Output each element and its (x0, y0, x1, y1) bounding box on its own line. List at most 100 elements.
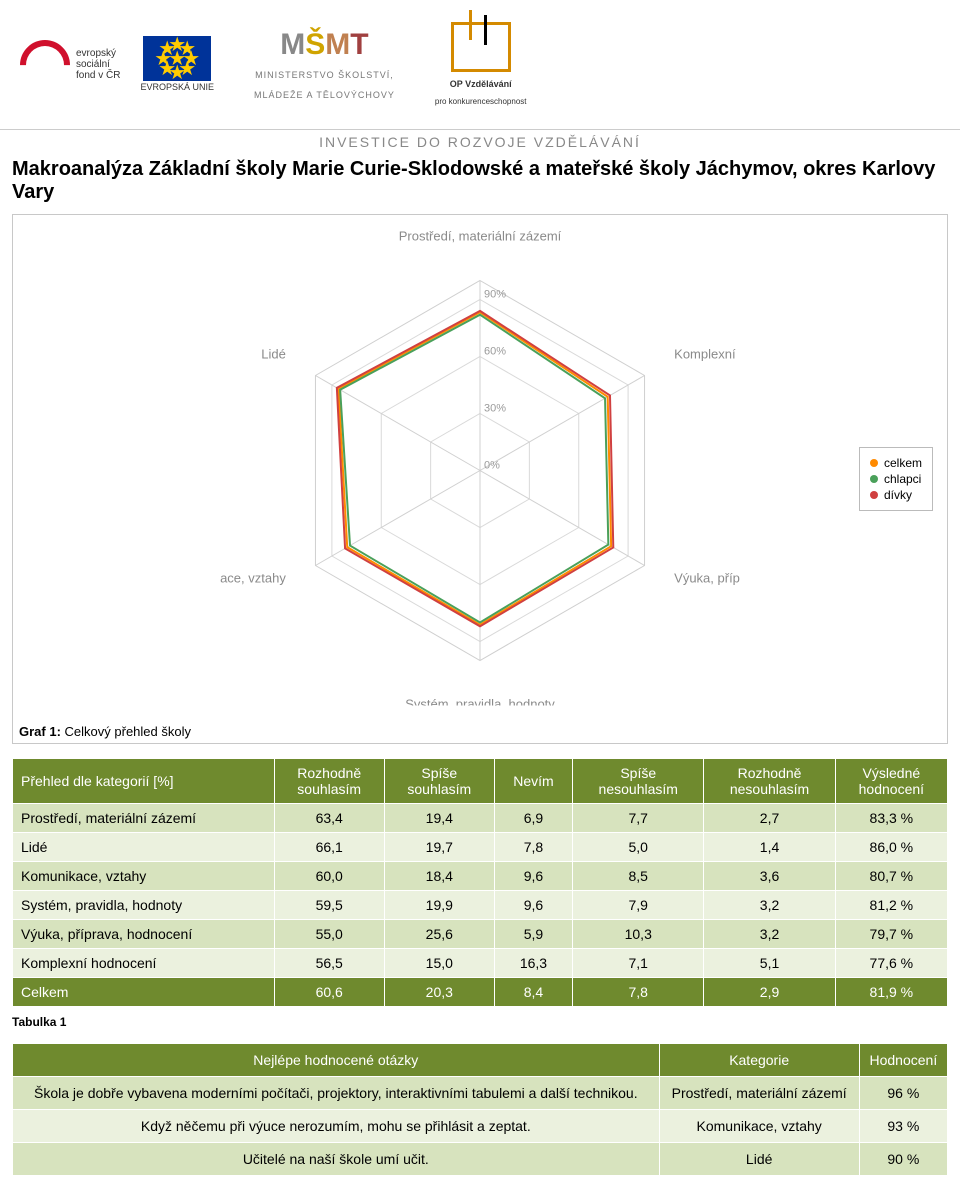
legend-label: dívky (884, 488, 912, 502)
table-total-row: Celkem60,620,38,47,82,981,9 % (13, 978, 948, 1007)
table-cell: 2,7 (704, 804, 835, 833)
opvk-line1: OP Vzdělávání (450, 80, 512, 90)
opvk-logo: OP Vzdělávání pro konkurenceschopnost (435, 22, 527, 107)
table-cell: 80,7 % (835, 862, 947, 891)
msmt-line2: MLÁDEŽE A TĚLOVÝCHOVY (254, 90, 395, 102)
table-cell: 19,4 (384, 804, 494, 833)
table-cell: 9,6 (494, 862, 572, 891)
table-cell: 19,7 (384, 833, 494, 862)
table-cell: 7,1 (573, 949, 704, 978)
header-logos: evropský sociální fond v ČR EVROPSKÁ UNI… (0, 0, 960, 130)
table-cell: 63,4 (274, 804, 384, 833)
table-cell: 83,3 % (835, 804, 947, 833)
table-cell: 3,2 (704, 891, 835, 920)
axis-label: Komplexní hodnocení (674, 347, 740, 362)
table-cell: 7,8 (573, 978, 704, 1007)
table-cell: 19,9 (384, 891, 494, 920)
table-header-cell: Spíšenesouhlasím (573, 759, 704, 804)
table-cell: 25,6 (384, 920, 494, 949)
table-cell: Výuka, příprava, hodnocení (13, 920, 275, 949)
table-header-cell: Rozhodněsouhlasím (274, 759, 384, 804)
table-header-cell: Přehled dle kategorií [%] (13, 759, 275, 804)
msmt-icon: MŠMT (280, 28, 368, 62)
table-cell: 18,4 (384, 862, 494, 891)
legend-dot-icon (870, 491, 878, 499)
category-overview-table: Přehled dle kategorií [%]Rozhodněsouhlas… (12, 758, 948, 1007)
table-cell: 7,8 (494, 833, 572, 862)
table-cell: 7,7 (573, 804, 704, 833)
table-cell: 60,0 (274, 862, 384, 891)
table-row: Když něčemu při výuce nerozumím, mohu se… (13, 1110, 948, 1143)
table-cell: 90 % (859, 1143, 947, 1176)
table-cell: Prostředí, materiální zázemí (659, 1077, 859, 1110)
legend-item: dívky (870, 488, 922, 502)
msmt-line1: MINISTERSTVO ŠKOLSTVÍ, (255, 70, 394, 82)
table-cell: 9,6 (494, 891, 572, 920)
table-cell: 93 % (859, 1110, 947, 1143)
radar-chart-container: 0%30%60%90%Prostředí, materiální zázemíK… (12, 214, 948, 744)
radar-chart: 0%30%60%90%Prostředí, materiální zázemíK… (220, 226, 740, 711)
esf-logo: evropský sociální fond v ČR (20, 40, 120, 90)
table-cell: 7,9 (573, 891, 704, 920)
table-cell: Učitelé na naší škole umí učit. (13, 1143, 660, 1176)
chart-caption-text: Celkový přehled školy (65, 724, 191, 739)
table-header-cell: Nejlépe hodnocené otázky (13, 1044, 660, 1077)
legend-item: chlapci (870, 472, 922, 486)
table-cell: Komunikace, vztahy (659, 1110, 859, 1143)
table-cell: 96 % (859, 1077, 947, 1110)
table-cell: Celkem (13, 978, 275, 1007)
eu-flag-icon (143, 36, 211, 81)
table-cell: Komunikace, vztahy (13, 862, 275, 891)
table-header-cell: Nevím (494, 759, 572, 804)
eu-text: EVROPSKÁ UNIE (140, 83, 214, 93)
best-rated-questions-table: Nejlépe hodnocené otázkyKategorieHodnoce… (12, 1043, 948, 1176)
table-cell: 66,1 (274, 833, 384, 862)
axis-label: Lidé (261, 347, 286, 362)
table-cell: 16,3 (494, 949, 572, 978)
table-header-cell: Výslednéhodnocení (835, 759, 947, 804)
table1-caption: Tabulka 1 (12, 1015, 948, 1029)
table-row: Lidé66,119,77,85,01,486,0 % (13, 833, 948, 862)
table-row: Komunikace, vztahy60,018,49,68,53,680,7 … (13, 862, 948, 891)
table-cell: 8,4 (494, 978, 572, 1007)
table-row: Škola je dobře vybavena moderními počíta… (13, 1077, 948, 1110)
opvk-line2: pro konkurenceschopnost (435, 98, 527, 107)
table-cell: 81,2 % (835, 891, 947, 920)
table-cell: 60,6 (274, 978, 384, 1007)
table-cell: 10,3 (573, 920, 704, 949)
table-cell: Prostředí, materiální zázemí (13, 804, 275, 833)
table-cell: 77,6 % (835, 949, 947, 978)
legend-item: celkem (870, 456, 922, 470)
table-header-cell: Hodnocení (859, 1044, 947, 1077)
table-cell: 5,9 (494, 920, 572, 949)
table-row: Výuka, příprava, hodnocení55,025,65,910,… (13, 920, 948, 949)
axis-label: Systém, pravidla, hodnoty (405, 697, 555, 706)
table-cell: 8,5 (573, 862, 704, 891)
msmt-logo: MŠMT MINISTERSTVO ŠKOLSTVÍ, MLÁDEŽE A TĚ… (254, 28, 395, 101)
table-cell: Lidé (659, 1143, 859, 1176)
table-cell: Komplexní hodnocení (13, 949, 275, 978)
table-cell: 79,7 % (835, 920, 947, 949)
table-header-row: Nejlépe hodnocené otázkyKategorieHodnoce… (13, 1044, 948, 1077)
table-cell: 3,2 (704, 920, 835, 949)
radar-svg: 0%30%60%90%Prostředí, materiální zázemíK… (220, 226, 740, 706)
table-cell: 81,9 % (835, 978, 947, 1007)
table-header-cell: Kategorie (659, 1044, 859, 1077)
esf-text-2: sociální (76, 59, 120, 70)
table-cell: 55,0 (274, 920, 384, 949)
table-row: Systém, pravidla, hodnoty59,519,99,67,93… (13, 891, 948, 920)
svg-text:0%: 0% (484, 460, 500, 472)
table-header-cell: Spíšesouhlasím (384, 759, 494, 804)
svg-text:30%: 30% (484, 403, 506, 415)
table-cell: 20,3 (384, 978, 494, 1007)
opvk-icon (451, 22, 511, 72)
legend-dot-icon (870, 459, 878, 467)
eu-logo: EVROPSKÁ UNIE (140, 36, 214, 93)
table-row: Komplexní hodnocení56,515,016,37,15,177,… (13, 949, 948, 978)
axis-label: Komunikace, vztahy (220, 571, 286, 586)
table-cell: 56,5 (274, 949, 384, 978)
table-cell: 6,9 (494, 804, 572, 833)
table-cell: 59,5 (274, 891, 384, 920)
legend-label: chlapci (884, 472, 921, 486)
chart-caption: Graf 1: Celkový přehled školy (19, 724, 191, 739)
